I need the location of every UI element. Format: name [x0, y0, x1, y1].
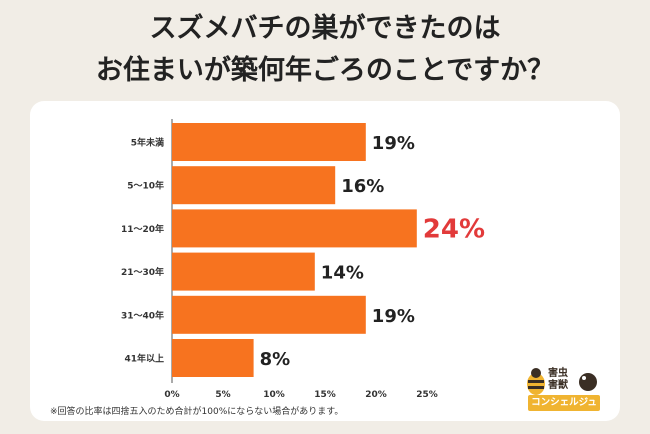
bar [172, 339, 254, 377]
title-line-2: お住まいが築何年ごろのことですか？ [95, 55, 555, 86]
value-label: 16% [341, 176, 384, 197]
value-label: 19% [372, 306, 415, 327]
value-label: 8% [260, 349, 291, 370]
logo-bottom-text: コンシェルジュ [528, 395, 600, 411]
bar [172, 123, 366, 161]
value-label: 19% [372, 133, 415, 154]
x-tick-label: 5% [215, 390, 230, 400]
category-label: 41年以上 [124, 353, 164, 365]
bar-chart: 5年未満 19% 5〜10年 16% 11〜20年 24% 21〜30年 14% 31〜40年 1… [121, 119, 485, 400]
chart-title: スズメバチの巣ができたのは お住まいが築何年ごろのことですか？ [0, 8, 650, 92]
bar [172, 252, 315, 291]
bee-logo-icon [527, 368, 597, 395]
logo [522, 362, 602, 412]
category-label: 5年未満 [131, 137, 164, 149]
x-tick-label: 15% [314, 390, 336, 400]
category-label: 11〜20年 [121, 223, 164, 235]
x-tick-label: 25% [416, 390, 438, 400]
category-label: 31〜40年 [121, 309, 164, 321]
x-tick-label: 10% [263, 390, 285, 400]
highlighted-value-label: 24% [423, 214, 485, 244]
chart-card: 5年未満 19% 5〜10年 16% 11〜20年 24% 21〜30年 14% 31〜40年 1… [30, 101, 620, 421]
bar [172, 209, 417, 248]
category-label: 5〜10年 [127, 180, 164, 192]
logo-top-text: 害虫 害獣 [548, 368, 568, 391]
x-tick-label: 20% [365, 390, 387, 400]
bar [172, 166, 336, 205]
footnote: ※回答の比率は四捨五入のため合計が100%にならない場合があります。 [50, 407, 344, 417]
title-line-1: スズメバチの巣ができたのは [149, 13, 501, 44]
x-tick-label: 0% [164, 390, 179, 400]
value-label: 14% [321, 263, 364, 284]
category-label: 21〜30年 [121, 266, 164, 278]
bar [172, 295, 366, 334]
